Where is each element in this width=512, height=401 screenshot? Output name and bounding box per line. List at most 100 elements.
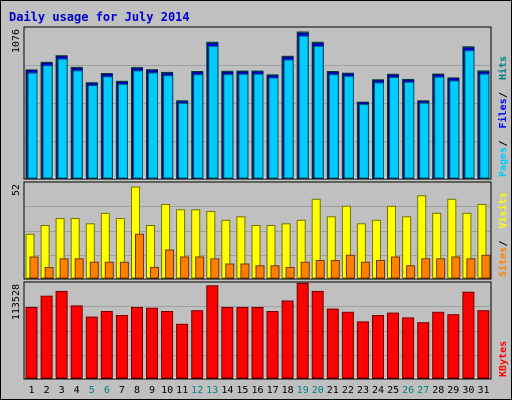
panel-visits-sites: 52 Sites / Visits (11, 181, 509, 280)
bar-kbytes-day-19 (296, 282, 309, 379)
x-tick-label: 11 (176, 385, 188, 396)
bar-sites-day-1 (29, 256, 39, 279)
bar-kbytes-day-6 (100, 311, 113, 379)
x-axis-labels: 1 2 3 4 5 6 7 8 9 10 11 12 13 14 15 16 17 18 19 20 21 22 23 24 2… (28, 385, 489, 396)
bar-pages-day-26 (404, 81, 415, 179)
bar-pages-day-4 (72, 70, 83, 179)
x-tick-label: 17 (267, 385, 279, 396)
bar-sites-day-2 (44, 267, 54, 279)
bar-kbytes-day-24 (372, 315, 384, 379)
x-tick-label: 2 (44, 385, 50, 396)
x-tick-label: 31 (477, 385, 489, 396)
bar-pages-day-11 (178, 102, 189, 179)
bar-kbytes-day-25 (387, 312, 399, 379)
x-tick-label: 24 (372, 385, 384, 396)
chart-title: Daily usage for July 2014 (9, 10, 190, 24)
bar-kbytes-day-20 (311, 290, 324, 379)
bar-pages-day-15 (238, 73, 249, 179)
legend-files: Files (497, 98, 509, 128)
bar-kbytes-day-30 (462, 291, 475, 379)
chart-panels: 1076 Pages / Files / Hits 52 Sites / Visits… (11, 26, 509, 380)
bar-kbytes-day-22 (341, 311, 354, 379)
bar-pages-day-13 (208, 45, 219, 179)
bar-pages-day-31 (479, 73, 490, 179)
x-tick-label: 15 (236, 385, 248, 396)
bar-sites-day-21 (330, 260, 340, 279)
bar-pages-day-8 (133, 70, 143, 179)
bar-kbytes-day-16 (251, 307, 264, 379)
x-tick-label: 13 (206, 385, 218, 396)
bar-sites-day-10 (165, 249, 175, 279)
bar-pages-day-24 (374, 82, 384, 179)
panel-kbytes: 113528 KBytes (11, 281, 509, 380)
bar-pages-day-7 (117, 83, 128, 179)
bar-sites-day-8 (135, 233, 144, 279)
bar-kbytes-day-1 (25, 307, 38, 379)
bar-sites-day-6 (104, 261, 114, 279)
bar-sites-day-14 (225, 263, 235, 279)
x-tick-label: 1 (28, 385, 34, 396)
bar-sites-day-11 (180, 256, 190, 279)
bar-sites-day-28 (436, 258, 446, 279)
x-tick-label: 5 (89, 385, 95, 396)
bar-kbytes-day-4 (70, 305, 83, 379)
x-tick-label: 19 (297, 385, 309, 396)
bar-pages-day-29 (449, 80, 460, 179)
bar-pages-day-2 (42, 65, 53, 179)
x-tick-label: 9 (149, 385, 155, 396)
bar-kbytes-day-31 (477, 310, 490, 379)
bar-kbytes-day-14 (221, 307, 234, 379)
bar-sites-day-27 (421, 258, 431, 279)
bar-pages-day-6 (102, 76, 113, 179)
x-tick-label: 22 (342, 385, 354, 396)
bar-kbytes-day-29 (447, 314, 460, 379)
bar-sites-day-7 (119, 261, 129, 279)
x-tick-label: 25 (387, 385, 399, 396)
bar-pages-day-16 (253, 73, 264, 179)
bar-pages-day-30 (464, 50, 475, 179)
x-tick-label: 27 (417, 385, 429, 396)
y-max-label: 52 (11, 184, 22, 196)
bar-sites-day-31 (481, 254, 491, 279)
bar-kbytes-day-2 (40, 295, 53, 379)
bar-sites-day-18 (285, 267, 295, 279)
x-tick-label: 10 (161, 385, 173, 396)
bar-kbytes-day-21 (326, 308, 339, 379)
bar-kbytes-day-26 (402, 317, 415, 379)
bar-sites-day-20 (315, 260, 325, 279)
legend-kbytes: KBytes (498, 341, 509, 377)
bar-pages-day-21 (328, 74, 339, 179)
bar-kbytes-day-3 (55, 290, 68, 379)
y-max-label: 113528 (11, 284, 22, 320)
bar-sites-day-15 (240, 263, 250, 279)
bar-sites-day-23 (360, 261, 370, 279)
x-tick-label: 28 (432, 385, 444, 396)
bar-sites-day-16 (255, 265, 265, 279)
bar-kbytes-day-18 (281, 300, 294, 379)
x-tick-label: 30 (462, 385, 474, 396)
bar-sites-day-9 (150, 267, 159, 279)
bar-pages-day-3 (57, 58, 68, 179)
bar-kbytes-day-11 (176, 323, 189, 379)
panel-hits-files-pages: 1076 Pages / Files / Hits (11, 26, 509, 180)
bar-kbytes-day-15 (236, 307, 249, 379)
bar-sites-day-12 (195, 256, 205, 279)
bar-pages-day-20 (313, 45, 324, 179)
x-tick-label: 14 (221, 385, 233, 396)
bar-kbytes-day-17 (266, 311, 279, 379)
bar-sites-day-25 (391, 256, 400, 279)
x-tick-label: 12 (191, 385, 203, 396)
bar-pages-day-10 (163, 75, 174, 179)
bar-sites-day-17 (270, 265, 280, 279)
bar-pages-day-28 (434, 76, 445, 179)
legend-sites: Sites (497, 247, 509, 277)
bar-kbytes-day-9 (146, 307, 158, 379)
bar-sites-day-5 (89, 261, 99, 279)
bar-pages-day-14 (223, 74, 234, 179)
legend-separator: / (498, 92, 509, 98)
bar-kbytes-day-13 (206, 285, 219, 379)
bar-kbytes-day-28 (432, 311, 445, 379)
x-tick-label: 6 (104, 385, 110, 396)
